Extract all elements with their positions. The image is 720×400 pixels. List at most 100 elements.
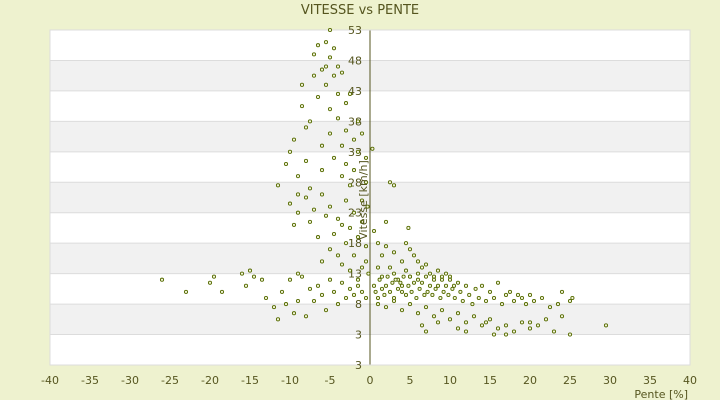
x-tick-label: 5: [407, 374, 414, 387]
plot-frame: [49, 29, 691, 366]
scatter-point: [451, 283, 457, 288]
scatter-point: [458, 289, 463, 294]
scatter-point: [219, 289, 225, 294]
scatter-point: [323, 40, 329, 45]
scatter-point: [343, 198, 349, 203]
scatter-point: [423, 274, 429, 279]
scatter-point: [311, 73, 317, 78]
scatter-point: [455, 326, 461, 331]
scatter-point: [303, 314, 309, 319]
scatter-point: [555, 302, 561, 307]
scatter-point: [291, 137, 297, 142]
scatter-point: [491, 332, 497, 337]
scatter-point: [395, 286, 401, 291]
scatter-point: [471, 314, 477, 319]
scatter-point: [303, 195, 309, 200]
scatter-point: [507, 289, 513, 294]
scatter-point: [423, 262, 429, 267]
x-tick-label: -25: [161, 374, 179, 387]
x-tick-label: 40: [683, 374, 697, 387]
scatter-point: [351, 253, 357, 258]
y-tick-label: 3: [355, 329, 362, 342]
scatter-point: [315, 283, 321, 288]
scatter-point: [347, 286, 353, 291]
scatter-point: [487, 317, 493, 322]
scatter-point: [363, 244, 369, 249]
scatter-point: [339, 262, 345, 267]
scatter-point: [343, 101, 349, 106]
scatter-point: [283, 302, 289, 307]
scatter-point: [335, 116, 341, 121]
y-tick-labels: 381318232833384348533: [348, 24, 362, 372]
scatter-point: [463, 283, 469, 288]
scatter-point: [377, 277, 382, 282]
scatter-point: [331, 231, 337, 237]
scatter-point: [379, 286, 385, 291]
x-tick-label: 10: [443, 374, 457, 387]
scatter-point: [467, 292, 472, 298]
scatter-point: [543, 317, 549, 322]
scatter-point: [347, 91, 353, 97]
scatter-point: [299, 82, 305, 87]
scatter-point: [425, 289, 430, 294]
scatter-point: [443, 283, 449, 288]
scatter-point: [351, 292, 357, 298]
scatter-point: [351, 168, 357, 173]
scatter-point: [403, 268, 409, 273]
scatter-point: [423, 329, 429, 334]
scatter-point: [433, 286, 438, 291]
x-tick-label: -30: [121, 374, 139, 387]
scatter-point: [495, 280, 501, 285]
x-tick-label: 25: [563, 374, 577, 387]
scatter-point: [299, 104, 305, 109]
scatter-point: [339, 143, 345, 148]
scatter-point: [159, 277, 165, 282]
scatter-point: [447, 277, 453, 282]
scatter-point: [476, 295, 481, 301]
scatter-point: [375, 265, 381, 270]
scatter-point: [343, 295, 349, 301]
scatter-point: [363, 155, 369, 160]
scatter-point: [409, 289, 414, 294]
scatter-point: [339, 222, 345, 227]
scatter-point: [331, 289, 337, 294]
scatter-point: [515, 292, 521, 298]
scatter-point: [331, 73, 337, 78]
scatter-point: [323, 308, 329, 313]
scatter-point: [307, 119, 313, 124]
scatter-point: [463, 329, 469, 334]
scatter-point: [327, 107, 333, 112]
scatter-point: [355, 149, 361, 154]
scatter-point: [422, 292, 427, 298]
scatter-point: [327, 55, 333, 60]
scatter-point: [511, 298, 517, 304]
x-tick-label: -35: [81, 374, 99, 387]
scatter-point: [403, 292, 409, 298]
scatter-point: [535, 323, 541, 328]
scatter-point: [343, 128, 349, 133]
axes: [49, 29, 691, 366]
scatter-point: [335, 253, 341, 258]
scatter-point: [419, 280, 425, 285]
scatter-point: [347, 183, 353, 188]
scatter-point: [439, 274, 445, 279]
y-tick-label: 8: [355, 298, 362, 311]
scatter-point: [441, 289, 446, 294]
scatter-point: [343, 241, 349, 246]
scatter-point: [295, 210, 301, 215]
y-tick-label: 33: [348, 146, 362, 159]
scatter-point: [211, 274, 217, 279]
scatter-point: [335, 302, 341, 307]
scatter-point: [343, 161, 349, 167]
scatter-point: [379, 274, 385, 279]
scatter-point: [315, 235, 321, 240]
scatter-point: [373, 289, 378, 294]
scatter-point: [363, 295, 369, 301]
scatter-point: [499, 302, 505, 307]
scatter-point: [415, 311, 421, 316]
scatter-point: [291, 222, 297, 227]
scatter-point: [259, 277, 265, 282]
scatter-point: [523, 302, 529, 307]
scatter-point: [307, 219, 313, 224]
